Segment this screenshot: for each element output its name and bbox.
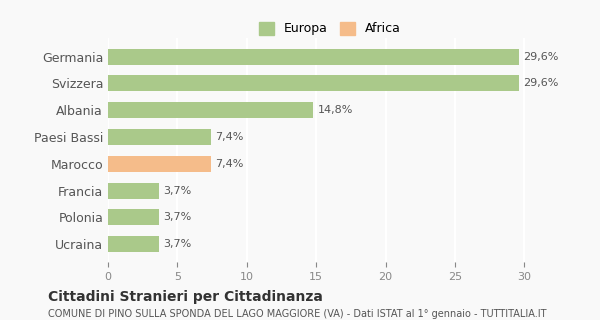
- Legend: Europa, Africa: Europa, Africa: [253, 16, 407, 42]
- Bar: [108, 182, 160, 199]
- Text: COMUNE DI PINO SULLA SPONDA DEL LAGO MAGGIORE (VA) - Dati ISTAT al 1° gennaio - : COMUNE DI PINO SULLA SPONDA DEL LAGO MAG…: [48, 309, 547, 319]
- Bar: [108, 76, 519, 92]
- Text: 3,7%: 3,7%: [163, 239, 192, 249]
- Bar: [108, 102, 313, 118]
- Bar: [108, 49, 519, 65]
- Bar: [108, 129, 211, 145]
- Bar: [108, 236, 160, 252]
- Text: 7,4%: 7,4%: [215, 132, 243, 142]
- Text: 7,4%: 7,4%: [215, 159, 243, 169]
- Text: 3,7%: 3,7%: [163, 212, 192, 222]
- Text: 29,6%: 29,6%: [523, 52, 558, 62]
- Text: 3,7%: 3,7%: [163, 186, 192, 196]
- Bar: [108, 156, 211, 172]
- Text: 14,8%: 14,8%: [317, 105, 353, 115]
- Text: Cittadini Stranieri per Cittadinanza: Cittadini Stranieri per Cittadinanza: [48, 290, 323, 304]
- Text: 29,6%: 29,6%: [523, 78, 558, 88]
- Bar: [108, 209, 160, 225]
